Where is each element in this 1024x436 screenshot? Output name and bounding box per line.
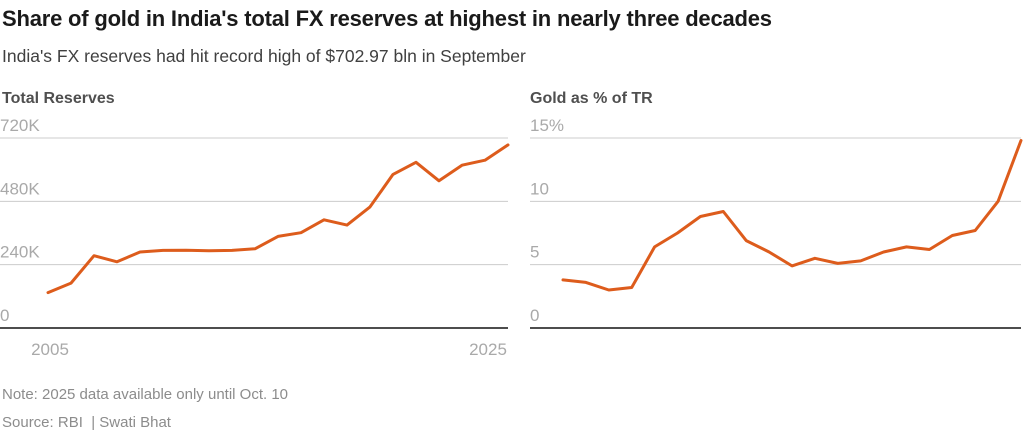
x-tick-label: 2025 <box>469 340 507 359</box>
note-text: Note: 2025 data available only until Oct… <box>2 386 289 403</box>
data-line <box>561 139 1023 292</box>
y-tick-label: 5 <box>530 243 539 262</box>
line-chart-total-reserves: 720K 480K 240K 0 2005 2025 <box>0 116 510 359</box>
figure-title: Share of gold in India's total FX reserv… <box>2 6 772 31</box>
figure-subtitle: India's FX reserves had hit record high … <box>2 46 526 66</box>
y-tick-label: 0 <box>0 306 9 325</box>
y-tick-label: 240K <box>0 243 40 262</box>
source-text: Source: RBI | Swati Bhat <box>2 414 171 431</box>
x-tick-label: 2005 <box>31 340 69 359</box>
chart-title-total-reserves: Total Reserves <box>2 90 115 107</box>
line-chart-gold-percent: 15% 10 5 0 <box>530 116 1023 329</box>
y-tick-label: 15% <box>530 116 564 135</box>
y-tick-label: 720K <box>0 116 40 135</box>
y-tick-label: 10 <box>530 179 549 198</box>
data-line <box>46 143 510 295</box>
y-tick-label: 480K <box>0 179 40 198</box>
y-tick-label: 0 <box>530 306 539 325</box>
chart-title-gold-percent: Gold as % of TR <box>530 90 653 107</box>
